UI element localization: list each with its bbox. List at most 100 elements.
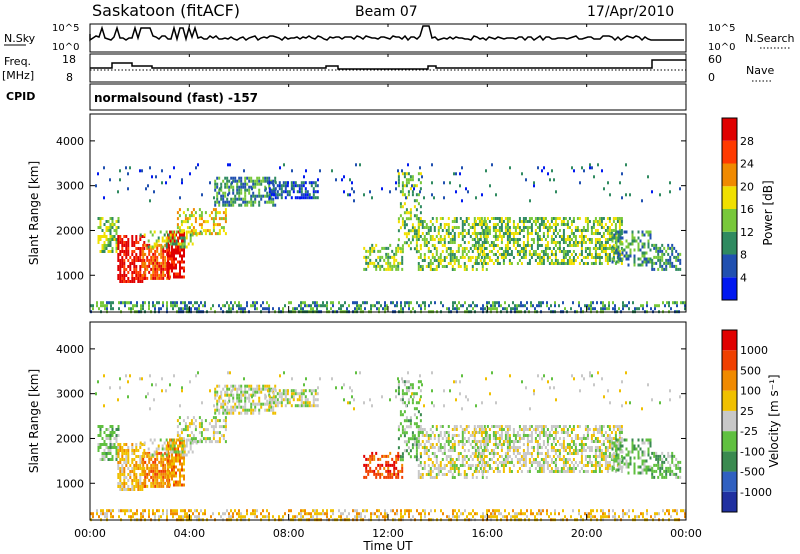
power-pixel	[467, 259, 470, 262]
power-pixel	[230, 176, 233, 180]
velocity-pixel	[536, 452, 539, 455]
power-pixel	[631, 233, 634, 237]
power-pixel	[518, 304, 520, 308]
power-pixel	[610, 223, 613, 226]
velocity-pixel	[536, 446, 539, 449]
velocity-pixel	[186, 434, 189, 438]
power-pixel	[109, 226, 112, 229]
power-pixel	[179, 263, 181, 267]
power-pixel	[234, 194, 237, 198]
power-pixel	[274, 203, 277, 207]
power-pixel	[538, 235, 541, 238]
velocity-pixel	[214, 419, 217, 423]
velocity-pixel	[483, 464, 486, 467]
power-pixel	[415, 235, 418, 239]
power-pixel	[380, 304, 382, 308]
power-pixel	[474, 241, 477, 244]
power-pixel	[550, 259, 553, 262]
power-pixel	[184, 214, 187, 218]
power-pixel	[659, 246, 662, 250]
nave-label: Nave	[746, 64, 774, 77]
power-pixel	[152, 304, 154, 308]
velocity-pixel	[226, 387, 229, 391]
power-pixel	[439, 217, 442, 220]
power-pixel	[222, 226, 225, 230]
power-pixel	[226, 182, 229, 186]
power-pixel	[363, 267, 366, 271]
velocity-pixel	[244, 393, 247, 397]
power-pixel	[590, 301, 592, 305]
velocity-pixel	[142, 481, 145, 485]
power-pixel	[411, 238, 414, 242]
velocity-pixel	[123, 476, 126, 479]
velocity-pixel	[189, 438, 192, 442]
power-pixel	[592, 247, 595, 250]
power-pixel	[214, 211, 217, 215]
power-pixel	[162, 273, 165, 277]
power-pixel	[324, 304, 326, 308]
power-pixel	[177, 245, 179, 249]
velocity-pixel	[520, 428, 523, 431]
power-pixel	[186, 226, 189, 230]
velocity-pixel	[139, 467, 142, 470]
power-pixel	[633, 263, 636, 267]
velocity-pixel	[399, 410, 402, 414]
power-pixel	[246, 304, 248, 308]
power-pixel	[180, 301, 182, 305]
velocity-pixel	[173, 483, 175, 487]
power-pixel	[442, 304, 444, 308]
power-pixel	[99, 217, 102, 220]
power-pixel	[617, 257, 620, 261]
power-pixel	[590, 307, 592, 311]
velocity-pixel	[568, 449, 571, 452]
power-pixel	[500, 229, 503, 232]
power-pixel	[542, 220, 545, 223]
power-pixel	[502, 253, 505, 256]
power-pixel	[437, 256, 440, 259]
velocity-pixel	[310, 392, 313, 396]
power-pixel	[131, 244, 134, 247]
velocity-pixel	[590, 470, 593, 473]
power-pixel	[560, 238, 563, 241]
velocity-pixel	[562, 446, 565, 449]
velocity-pixel	[230, 405, 233, 409]
velocity-pixel	[181, 462, 183, 466]
power-pixel	[669, 246, 672, 250]
power-pixel	[173, 260, 175, 264]
power-pixel	[484, 247, 487, 250]
power-pixel	[413, 214, 416, 218]
velocity-pixel	[409, 383, 412, 387]
power-pixel	[272, 200, 275, 204]
power-pixel	[488, 232, 491, 235]
velocity-pixel	[496, 443, 499, 446]
power-pixel	[626, 304, 628, 308]
power-pixel	[484, 307, 486, 311]
power-pixel	[314, 304, 316, 308]
velocity-pixel	[500, 434, 503, 437]
velocity-pixel	[173, 447, 175, 451]
velocity-pixel	[393, 466, 396, 470]
velocity-pixel	[183, 453, 186, 457]
power-pixel	[606, 217, 609, 220]
power-pixel	[119, 280, 122, 283]
power-pixel	[512, 226, 515, 229]
power-pixel	[124, 301, 126, 305]
power-pixel	[544, 238, 547, 241]
power-pixel	[378, 301, 380, 305]
power-pixel	[218, 223, 221, 227]
power-pixel	[574, 253, 577, 256]
velocity-pixel	[115, 446, 118, 449]
velocity-pixel	[181, 441, 183, 445]
power-pixel	[216, 182, 219, 186]
power-pixel	[212, 223, 215, 227]
velocity-pixel	[240, 399, 243, 403]
power-pixel	[490, 304, 492, 308]
power-pixel	[413, 235, 416, 239]
power-pixel	[508, 259, 511, 262]
power-pixel	[427, 265, 430, 268]
velocity-pixel	[478, 446, 481, 449]
power-pixel	[536, 244, 539, 247]
power-pixel	[188, 226, 191, 230]
power-pixel	[574, 259, 577, 262]
power-pixel	[137, 241, 140, 244]
